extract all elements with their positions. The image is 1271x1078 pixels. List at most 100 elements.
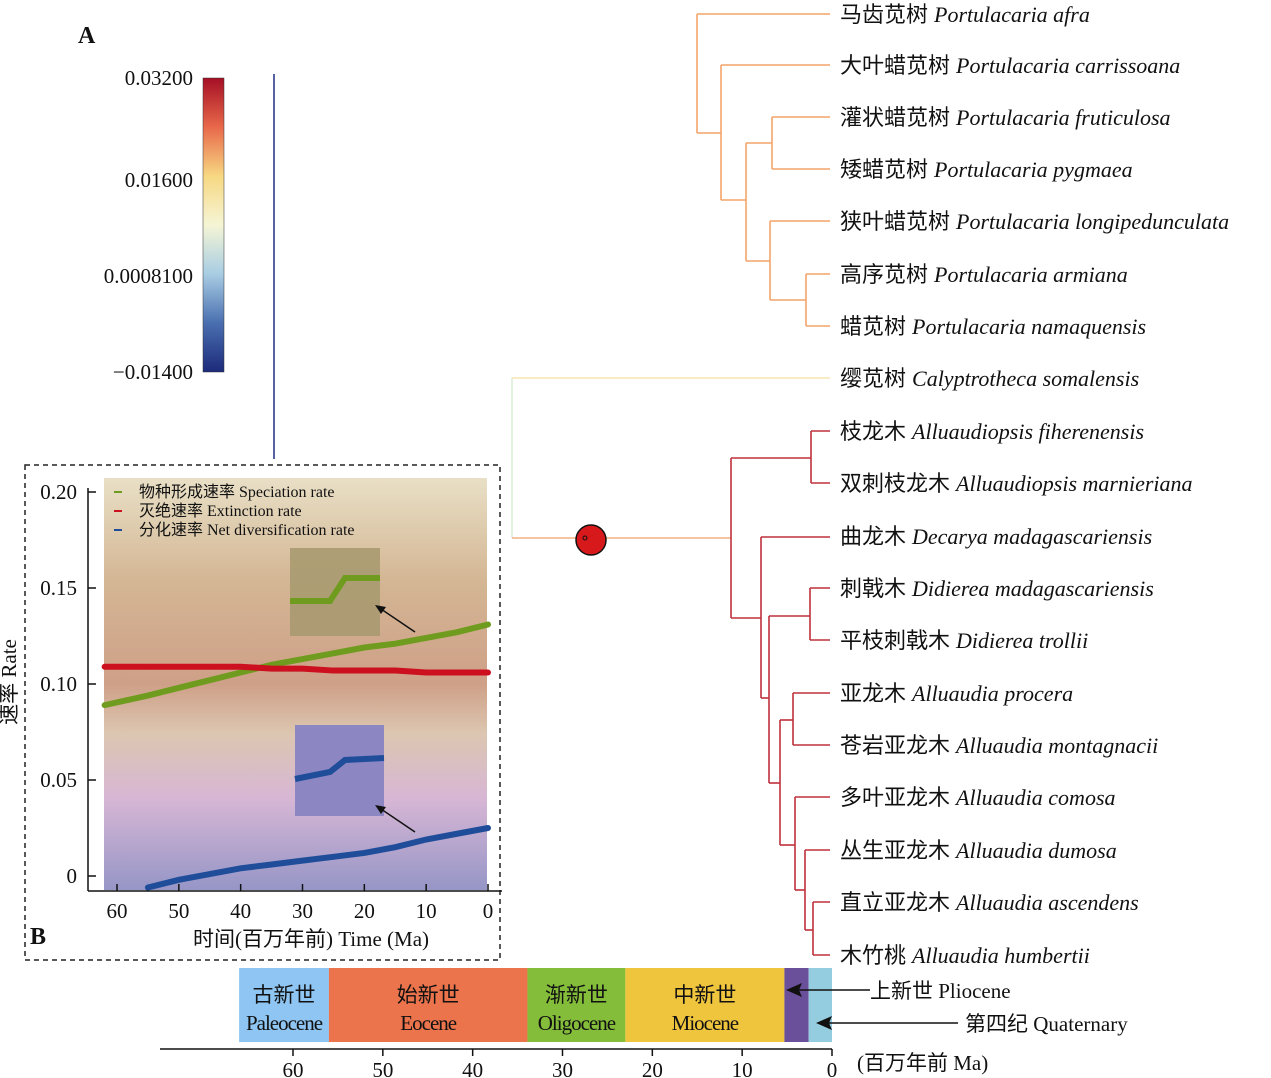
data-point [239,866,243,870]
tip-common-name: 木竹桃 [840,943,906,968]
y-tick-label: 0.15 [40,576,77,600]
data-point [146,694,150,698]
tip-label: 平枝刺戟木 Didierea trollii [840,628,1088,653]
x-tick-label: 30 [292,899,313,923]
epoch-block [808,968,832,1042]
quaternary-arrow-head [816,1016,832,1030]
data-point [424,838,428,842]
arrow [377,606,416,633]
data-point [362,851,366,855]
quaternary-label: 第四纪 Quaternary [965,1012,1128,1036]
data-point [362,646,366,650]
data-point [331,855,335,859]
diversification-zoom-line [294,755,385,782]
tip-common-name: 大叶蜡苋树 [840,53,950,78]
tip-label: 马齿苋树 Portulacaria afra [840,2,1090,27]
tip-scientific-name: Portulacaria carrissoana [955,53,1180,78]
tip-scientific-name: Alluaudia humbertii [910,943,1090,968]
epoch-name-cn: 古新世 [253,983,316,1007]
phylogenetic-tree [273,13,830,956]
data-point [177,665,181,669]
data-point [239,665,243,669]
tip-common-name: 枝龙木 [840,419,906,444]
tip-scientific-name: Calyptrotheca somalensis [912,366,1139,391]
timescale-tick-label: 60 [283,1058,304,1078]
tip-label: 曲龙木 Decarya madagascariensis [840,524,1152,549]
pliocene-label: 上新世 Pliocene [870,979,1011,1003]
data-point [177,686,181,690]
epoch-name-cn: 中新世 [673,983,736,1007]
tip-common-name: 灌状蜡苋树 [840,105,950,130]
y-tick-label: 0 [67,864,78,888]
tip-label: 灌状蜡苋树 Portulacaria fruticulosa [840,105,1171,130]
inset-border [24,464,501,961]
tip-label: 高序苋树 Portulacaria armiana [840,262,1128,287]
colorbar-bar [202,77,225,373]
data-point [301,667,304,671]
data-point [146,886,150,890]
x-tick-label: 10 [416,899,437,923]
tip-common-name: 平枝刺戟木 [840,628,950,653]
tip-common-name: 缨苋树 [840,366,906,391]
tip-scientific-name: Alluaudiopsis fiherenensis [910,419,1144,444]
data-point [103,703,107,707]
tip-common-name: 丛生亚龙木 [840,838,950,863]
rate-chart: 60 50 40 30 20 10 0 0.20 0.15 0.10 0.05 0 物种形成速率 Sp… [0,478,502,951]
data-point [103,665,107,669]
tip-scientific-name: Alluaudia ascendens [954,890,1139,915]
tip-scientific-name: Didierea madagascariensis [911,576,1154,601]
tip-label: 大叶蜡苋树 Portulacaria carrissoana [840,53,1180,78]
panel-label-b: B [30,924,46,950]
y-tick-label: 0.05 [40,768,77,792]
arrow-head [375,605,386,614]
tip-scientific-name: Alluaudiopsis marnieriana [954,471,1193,496]
colorbar: 0.03200 0.01600 0.0008100 −0.01400 [104,66,225,384]
tip-common-name: 苍岩亚龙木 [840,733,950,758]
data-point [486,670,490,674]
legend-label: 灭绝速率 Extinction rate [139,502,302,520]
tip-scientific-name: Portulacaria fruticulosa [955,105,1171,130]
tip-label: 刺戟木 Didierea madagascariensis [840,576,1154,601]
epoch-block [784,968,809,1042]
data-point [239,670,243,674]
epoch-name-en: Paleocene [246,1011,323,1035]
panel-label-a: A [78,23,96,49]
timescale-tick-label: 0 [827,1058,838,1078]
data-point [362,669,366,673]
tip-common-name: 矮蜡苋树 [840,157,928,182]
tip-common-name: 直立亚龙木 [840,890,950,915]
tip-labels: 马齿苋树 Portulacaria afra 大叶蜡苋树 Portulacaria c… [840,2,1229,968]
tip-label: 亚龙木 Alluaudia procera [840,681,1073,706]
data-point [177,878,181,882]
epoch-block [625,968,785,1042]
x-tick-label: 20 [354,899,375,923]
tip-label: 直立亚龙木 Alluaudia ascendens [840,890,1139,915]
axis-ticks: 60 50 40 30 20 10 0 0.20 0.15 0.10 0.05 0 [40,480,493,923]
data-point [393,642,397,646]
tip-scientific-name: Portulacaria longipedunculata [955,209,1229,234]
data-point [424,636,428,640]
chart-background [104,478,487,890]
data-point [270,663,274,667]
arrow [377,806,416,833]
y-axis-label: 速率 Rate [0,639,21,725]
data-point [486,622,490,626]
tip-scientific-name: Decarya madagascariensis [911,524,1152,549]
timescale-tick-label: 50 [372,1058,393,1078]
y-tick-label: 0.10 [40,672,77,696]
data-point [208,678,212,682]
tip-common-name: 马齿苋树 [840,2,928,27]
rate-shift-marker [575,524,607,556]
data-point [455,832,459,836]
y-tick-label: 0.20 [40,480,77,504]
epoch-name-en: Oligocene [538,1011,616,1035]
tip-label: 苍岩亚龙木 Alluaudia montagnacii [840,733,1158,758]
colorbar-tick: 0.03200 [125,66,193,90]
epoch-block [328,968,528,1042]
data-point [424,670,428,674]
tip-common-name: 高序苋树 [840,262,928,287]
series-line-2 [144,825,491,891]
tip-label: 木竹桃 Alluaudia humbertii [840,943,1090,968]
tip-common-name: 刺戟木 [840,576,906,601]
